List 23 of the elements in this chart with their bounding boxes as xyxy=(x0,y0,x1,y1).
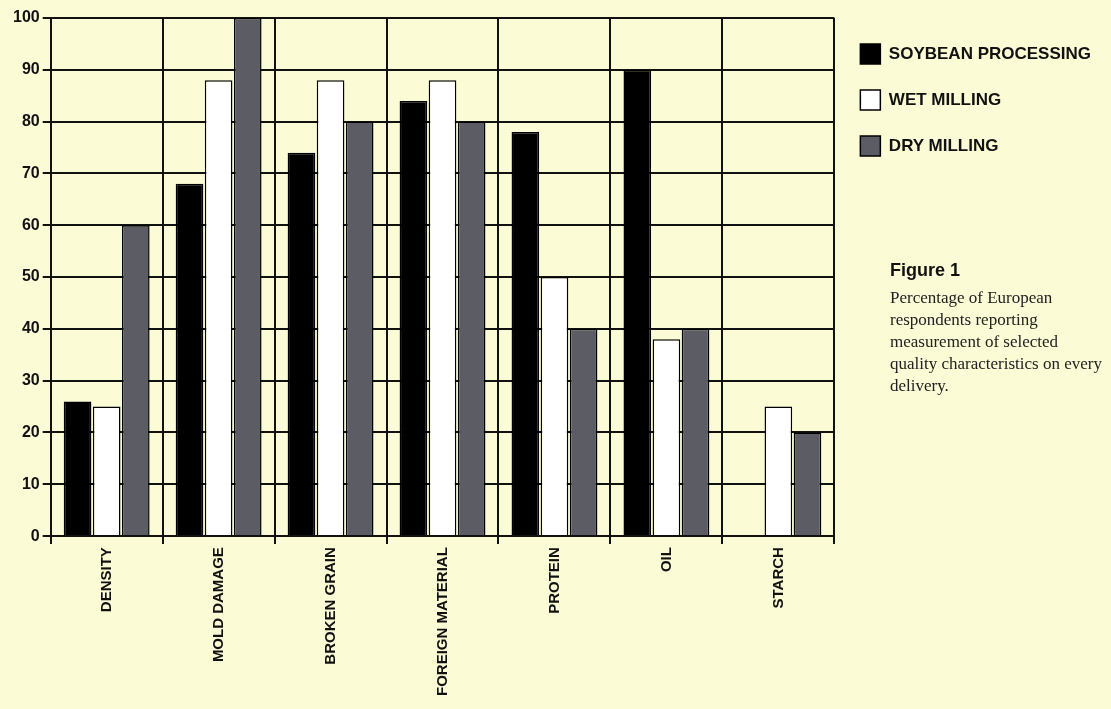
x-tick-label: PROTEIN xyxy=(544,547,562,614)
legend-label: SOYBEAN PROCESSING xyxy=(888,43,1092,63)
legend-label: DRY MILLING xyxy=(888,135,999,155)
y-tick-label: 40 xyxy=(21,319,40,337)
y-tick-label: 60 xyxy=(21,215,40,233)
y-tick-label: 70 xyxy=(21,163,40,181)
y-tick-label: 30 xyxy=(21,371,40,389)
legend-label: WET MILLING xyxy=(888,89,1002,109)
x-tick-label: OIL xyxy=(656,547,674,573)
y-tick-label: 20 xyxy=(21,422,40,440)
y-tick-label: 80 xyxy=(21,112,40,130)
y-tick-label: 0 xyxy=(30,526,40,544)
y-tick-label: 100 xyxy=(12,8,40,26)
y-tick-label: 50 xyxy=(21,267,40,285)
x-tick-label: STARCH xyxy=(768,547,786,609)
y-tick-label: 10 xyxy=(21,474,40,492)
y-tick-label: 90 xyxy=(21,60,40,78)
x-tick-label: DENSITY xyxy=(96,547,114,613)
text: Figure 1 xyxy=(890,260,961,281)
x-tick-label: BROKEN GRAIN xyxy=(320,547,338,665)
x-tick-label: FOREIGN MATERIAL xyxy=(432,547,450,697)
x-tick-label: MOLD DAMAGE xyxy=(208,547,226,663)
text: Percentage of European respondents reporting measurement of selected quality characteristics on every delivery. xyxy=(890,287,1103,397)
